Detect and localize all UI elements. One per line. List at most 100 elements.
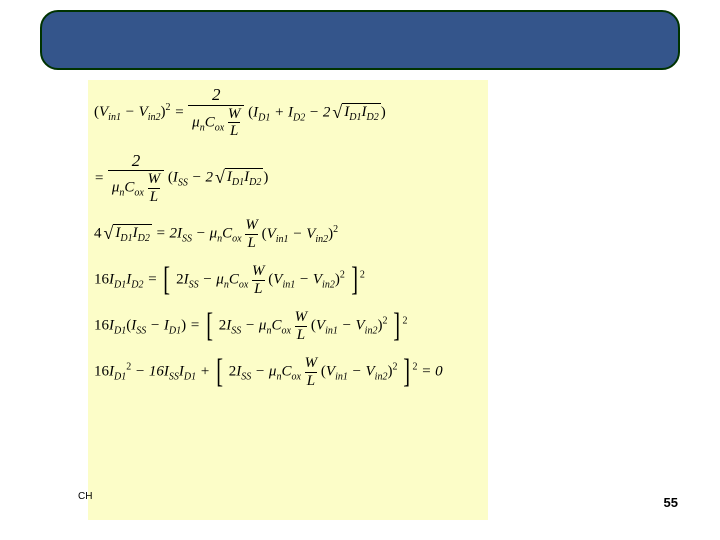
sub-in2: in2 (148, 112, 161, 123)
op-minus: − (241, 318, 259, 334)
sub-D1: D1 (120, 233, 132, 244)
num-16: 16 (94, 272, 109, 288)
var-C: C (205, 114, 215, 130)
op-minus-2: − 2 (305, 104, 330, 120)
var-V: V (267, 226, 276, 242)
sub-D1: D1 (169, 326, 181, 337)
var-L: L (295, 326, 308, 344)
equation-panel: (Vin1 − Vin2)2 = 2 μnCox WL (ID1 + ID2 −… (88, 80, 488, 520)
W-over-L: WL (148, 171, 161, 205)
op-minus: − (199, 272, 217, 288)
sub-D1: D1 (258, 112, 270, 123)
paren-close: ) (263, 170, 268, 186)
sub-ox: ox (215, 122, 224, 133)
sub-SS: SS (189, 280, 199, 291)
slide-container: (Vin1 − Vin2)2 = 2 μnCox WL (ID1 + ID2 −… (0, 0, 720, 540)
sub-in1: in1 (108, 112, 121, 123)
op-equals: = (94, 170, 108, 186)
op-equals: = (186, 318, 204, 334)
superscript-2: 2 (360, 270, 365, 281)
superscript-2: 2 (382, 316, 387, 327)
var-V: V (366, 364, 375, 380)
op-minus-16: − 16 (131, 364, 164, 380)
op-minus: − (251, 364, 269, 380)
var-L: L (305, 372, 318, 390)
sub-D2: D2 (131, 280, 143, 291)
eq-zero: = 0 (418, 364, 443, 380)
op-minus: − (289, 226, 307, 242)
sub-D1: D1 (184, 372, 196, 383)
sub-SS: SS (169, 372, 179, 383)
op-minus: − (348, 364, 366, 380)
var-W: W (148, 171, 161, 188)
op-equals: = (174, 104, 188, 120)
W-over-L: WL (245, 217, 258, 251)
sub-D1: D1 (349, 112, 361, 123)
bracket-close: ] (403, 357, 410, 387)
var-V: V (356, 318, 365, 334)
denominator: μnCox WL (188, 105, 244, 140)
var-C: C (271, 318, 281, 334)
superscript-2: 2 (333, 224, 338, 235)
sub-in2: in2 (375, 372, 388, 383)
op-minus-2: − 2 (188, 170, 213, 186)
title-box (40, 10, 680, 70)
sub-in2: in2 (322, 280, 335, 291)
equation-4: 16ID1ID2 = [ 2ISS − μnCox WL (Vin1 − Vin… (94, 263, 482, 297)
var-C: C (124, 180, 134, 196)
mu: μ (210, 226, 218, 242)
var-V: V (313, 272, 322, 288)
sub-D2: D2 (138, 233, 150, 244)
num-2: 2 (176, 272, 184, 288)
var-V: V (306, 226, 315, 242)
op-minus: − (295, 272, 313, 288)
sub-D2: D2 (249, 177, 261, 188)
bracket-close: ] (351, 265, 358, 295)
fraction: 2 μnCox WL (188, 86, 244, 140)
page-number: 55 (664, 495, 678, 510)
bracket-open: [ (163, 265, 170, 295)
bracket-close: ] (393, 311, 400, 341)
var-W: W (305, 355, 318, 372)
superscript-2: 2 (403, 316, 408, 327)
sub-ox: ox (232, 234, 241, 245)
superscript-2: 2 (392, 362, 397, 373)
bracket-open: [ (206, 311, 213, 341)
mu: μ (216, 272, 224, 288)
sqrt: √ID1ID2 (330, 103, 380, 123)
var-V: V (326, 364, 335, 380)
sub-in1: in1 (282, 280, 295, 291)
op-equals-2: = 2 (156, 226, 177, 242)
equation-2: = 2 μnCox WL (ISS − 2√ID1ID2) (94, 152, 482, 206)
sub-ox: ox (134, 188, 143, 199)
equation-3: 4√ID1ID2 = 2ISS − μnCox WL (Vin1 − Vin2)… (94, 217, 482, 251)
sub-in1: in1 (325, 326, 338, 337)
sqrt: √ID1ID2 (102, 224, 152, 244)
var-L: L (245, 234, 258, 252)
num-4: 4 (94, 226, 102, 242)
sub-in1: in1 (276, 234, 289, 245)
sub-D2: D2 (293, 112, 305, 123)
var-W: W (228, 106, 241, 123)
W-over-L: WL (305, 355, 318, 389)
sub-D1: D1 (232, 177, 244, 188)
sub-D2: D2 (367, 112, 379, 123)
var-W: W (245, 217, 258, 234)
num-16: 16 (94, 318, 109, 334)
sub-SS: SS (241, 372, 251, 383)
num-16: 16 (94, 364, 109, 380)
mu: μ (192, 114, 200, 130)
W-over-L: WL (228, 106, 241, 140)
fraction: 2 μnCox WL (108, 152, 164, 206)
superscript-2: 2 (166, 102, 171, 113)
equation-5: 16ID1(ISS − ID1) = [ 2ISS − μnCox WL (Vi… (94, 309, 482, 343)
sub-in2: in2 (315, 234, 328, 245)
superscript-2: 2 (340, 270, 345, 281)
equation-1: (Vin1 − Vin2)2 = 2 μnCox WL (ID1 + ID2 −… (94, 86, 482, 140)
var-W: W (252, 263, 265, 280)
op-minus: − (146, 318, 164, 334)
sub-SS: SS (136, 326, 146, 337)
denominator: μnCox WL (108, 170, 164, 205)
var-L: L (252, 280, 265, 298)
sub-D1: D1 (114, 372, 126, 383)
